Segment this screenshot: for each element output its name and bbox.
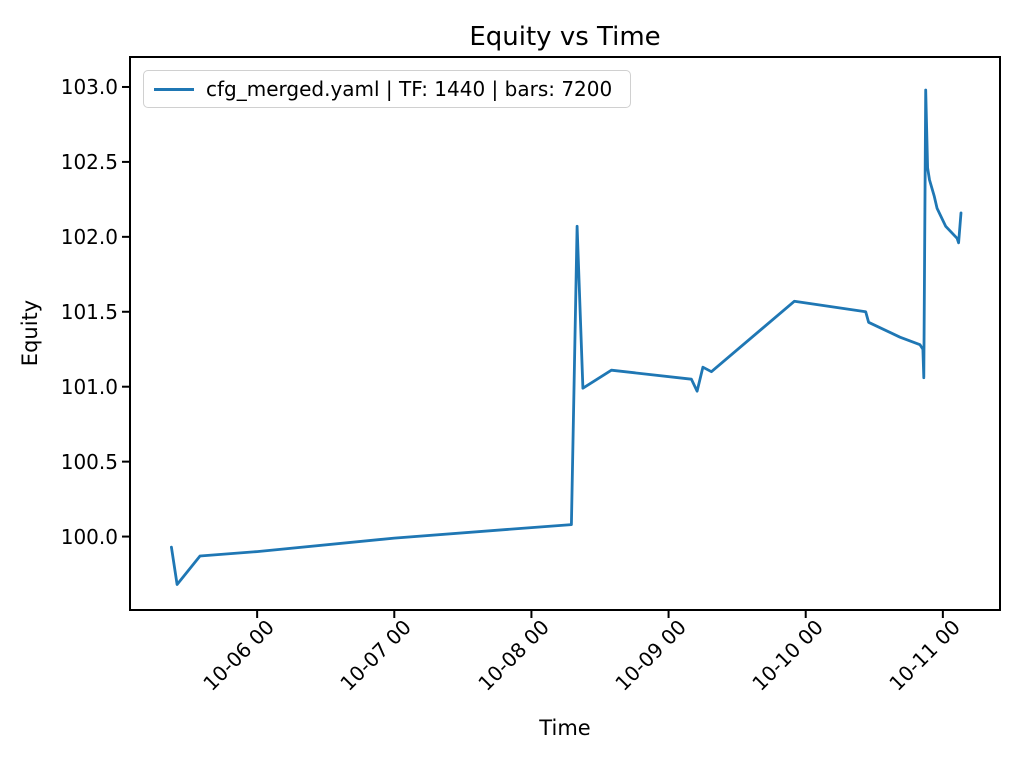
plot-frame [129, 56, 1001, 611]
chart-title: Equity vs Time [469, 22, 661, 52]
y-tick-label: 102.5 [60, 149, 118, 174]
y-tick-label: 101.5 [60, 299, 118, 324]
legend-box: cfg_merged.yaml | TF: 1440 | bars: 7200 [143, 70, 632, 108]
legend-line-sample-icon [154, 87, 194, 91]
x-axis-title: Time [539, 716, 591, 740]
y-axis-title: Equity [18, 299, 42, 367]
legend-entry-label: cfg_merged.yaml | TF: 1440 | bars: 7200 [206, 77, 613, 101]
y-tick-label: 100.5 [60, 449, 118, 474]
y-tick-label: 101.0 [60, 374, 118, 399]
y-tick-label: 103.0 [60, 74, 118, 99]
equity-line [169, 88, 963, 586]
y-tick-label: 100.0 [60, 524, 118, 549]
y-tick-label: 102.0 [60, 224, 118, 249]
tick-marks [122, 85, 944, 618]
